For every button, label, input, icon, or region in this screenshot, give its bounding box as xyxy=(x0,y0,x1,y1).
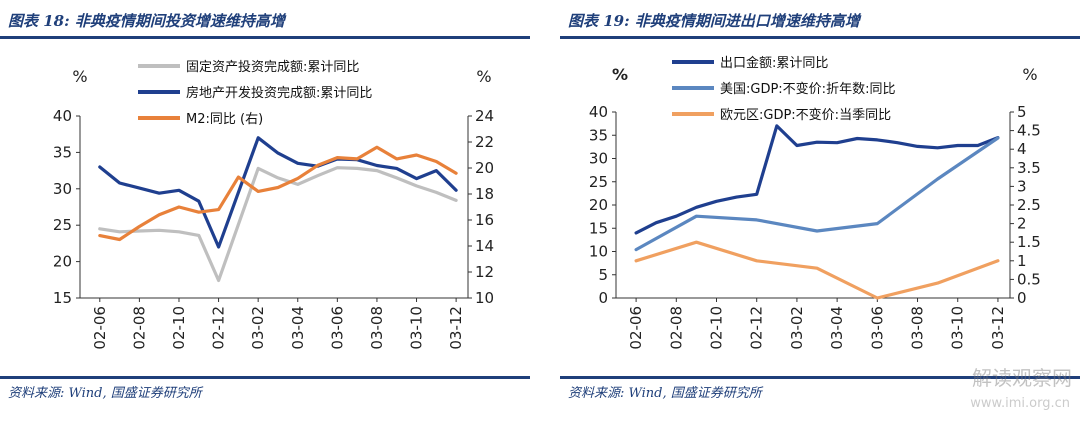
x-tick-label: 02-06 xyxy=(91,306,109,350)
x-tick-label: 02-12 xyxy=(748,306,766,350)
y-left-tick-label: 35 xyxy=(53,143,72,161)
y-right-unit: % xyxy=(476,67,491,86)
y-left-tick-label: 35 xyxy=(589,126,608,144)
legend-label-2: 房地产开发投资完成额:累计同比 xyxy=(186,85,372,101)
x-tick-label: 03-10 xyxy=(949,306,967,350)
x-tick-label: 02-08 xyxy=(667,306,685,350)
left-source-rule xyxy=(0,376,530,379)
y-right-tick-label: 1 xyxy=(1017,252,1027,270)
legend-label-1: 出口金额:累计同比 xyxy=(720,55,828,71)
x-tick-label: 03-12 xyxy=(447,306,465,350)
y-right-tick-label: 5 xyxy=(1017,103,1027,121)
series-line-3 xyxy=(98,145,458,242)
y-left-tick-label: 15 xyxy=(53,289,72,307)
x-tick-label: 03-06 xyxy=(328,306,346,350)
y-right-tick-label: 0 xyxy=(1017,289,1027,307)
y-right-tick-label: 10 xyxy=(475,289,494,307)
x-tick-label: 02-06 xyxy=(627,306,645,350)
watermark-logo-text: 解读观察网 xyxy=(972,366,1072,390)
y-left-unit: % xyxy=(612,65,628,84)
right-source-note: 资料来源: Wind, 国盛证券研究所 xyxy=(568,386,762,401)
y-right-tick-label: 4.5 xyxy=(1017,122,1041,140)
left-chart-panel: 图表 18: 非典疫情期间投资增速维持高增 15 20 25 30 35 40 10 12 14… xyxy=(0,0,530,423)
y-right-tick-label: 2.5 xyxy=(1017,196,1041,214)
right-chart-title: 图表 19: 非典疫情期间进出口增速维持高增 xyxy=(568,12,860,30)
y-right-tick-label: 24 xyxy=(475,107,494,125)
x-tick-label: 03-06 xyxy=(868,306,886,350)
y-right-tick-label: 22 xyxy=(475,133,494,151)
legend-label-3: 欧元区:GDP:不变价:当季同比 xyxy=(720,107,891,123)
y-left-tick-label: 10 xyxy=(589,243,608,261)
series-line-2 xyxy=(98,136,458,249)
legend-label-1: 固定资产投资完成额:累计同比 xyxy=(186,59,359,75)
y-left-tick-label: 40 xyxy=(589,103,608,121)
y-right-tick-label: 0.5 xyxy=(1017,270,1041,288)
x-tick-label: 03-02 xyxy=(249,306,267,350)
x-tick-label: 02-10 xyxy=(170,306,188,350)
legend-label-2: 美国:GDP:不变价:折年数:同比 xyxy=(720,81,895,97)
y-right-tick-label: 20 xyxy=(475,159,494,177)
y-right-tick-label: 16 xyxy=(475,211,494,229)
left-title-rule xyxy=(0,36,530,39)
series-line-1 xyxy=(98,166,458,283)
x-tick-label: 03-08 xyxy=(368,306,386,350)
y-left-unit: % xyxy=(72,67,87,86)
y-right-tick-label: 12 xyxy=(475,263,494,281)
x-tick-label: 02-10 xyxy=(708,306,726,350)
y-left-tick-label: 20 xyxy=(53,253,72,271)
y-left-tick-label: 30 xyxy=(589,150,608,168)
y-right-tick-label: 14 xyxy=(475,237,494,255)
legend-label-3: M2:同比 (右) xyxy=(186,112,263,127)
x-tick-label: 03-04 xyxy=(828,306,846,350)
y-right-tick-label: 18 xyxy=(475,185,494,203)
series-line-1 xyxy=(634,124,1000,235)
series-line-2 xyxy=(634,136,1000,252)
y-left-tick-label: 30 xyxy=(53,180,72,198)
y-right-tick-label: 3 xyxy=(1017,177,1027,195)
y-left-tick-label: 25 xyxy=(53,216,72,234)
series-line-3 xyxy=(634,240,1000,300)
y-right-tick-label: 3.5 xyxy=(1017,159,1041,177)
left-chart: 15 20 25 30 35 40 10 12 14 16 18 20 22 24 02-06 02-08 02… xyxy=(53,59,494,350)
x-tick-label: 03-08 xyxy=(909,306,927,350)
y-left-tick-label: 15 xyxy=(589,219,608,237)
y-left-tick-label: 25 xyxy=(589,173,608,191)
x-tick-label: 02-12 xyxy=(210,306,228,350)
y-left-tick-label: 20 xyxy=(589,196,608,214)
right-chart-panel: 图表 19: 非典疫情期间进出口增速维持高增 0 5 10 15 20 25 30 35 40 0… xyxy=(560,0,1080,423)
y-right-tick-label: 2 xyxy=(1017,215,1027,233)
watermark-url: www.imi.org.cn xyxy=(970,396,1070,411)
right-source-rule xyxy=(560,376,1080,379)
x-tick-label: 02-08 xyxy=(130,306,148,350)
right-title-rule xyxy=(560,36,1080,39)
x-tick-label: 03-02 xyxy=(788,306,806,350)
y-left-tick-label: 0 xyxy=(598,289,608,307)
y-left-tick-label: 5 xyxy=(598,266,608,284)
y-right-tick-label: 1.5 xyxy=(1017,233,1041,251)
left-source-note: 资料来源: Wind, 国盛证券研究所 xyxy=(8,386,202,401)
y-right-unit: % xyxy=(1022,65,1037,84)
y-right-tick-label: 4 xyxy=(1017,140,1027,158)
x-tick-label: 03-04 xyxy=(289,306,307,350)
left-chart-title: 图表 18: 非典疫情期间投资增速维持高增 xyxy=(8,12,285,30)
x-tick-label: 03-10 xyxy=(408,306,426,350)
right-chart: 051015202530354000.511.522.533.544.5502-… xyxy=(589,55,1041,350)
y-left-tick-label: 40 xyxy=(53,107,72,125)
x-tick-label: 03-12 xyxy=(989,306,1007,350)
